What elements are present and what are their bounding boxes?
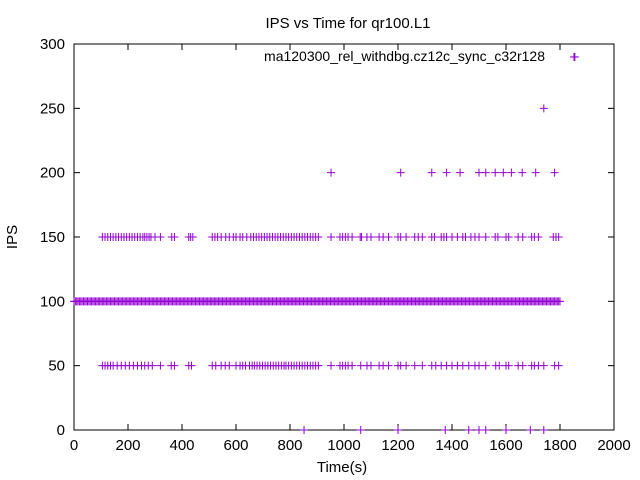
data-point xyxy=(314,361,323,370)
data-point xyxy=(570,52,579,61)
y-tick-label: 250 xyxy=(40,100,65,117)
data-point xyxy=(356,426,365,434)
x-axis: 0 200 400 600 800 1000 1200 1400 1600 1800 2000 xyxy=(70,44,631,454)
data-point xyxy=(170,233,179,241)
data-point xyxy=(300,426,309,434)
data-point xyxy=(539,361,548,370)
data-point xyxy=(495,361,504,370)
data-point xyxy=(518,233,527,241)
data-point xyxy=(327,361,336,370)
data-point xyxy=(504,233,513,241)
y-axis-label: IPS xyxy=(4,225,21,249)
data-point xyxy=(554,361,563,370)
data-point xyxy=(539,426,548,434)
legend: ma120300_rel_withdbg.cz12c_sync_c32r128 xyxy=(264,48,578,64)
data-point xyxy=(327,168,336,177)
data-point xyxy=(481,233,490,241)
data-point xyxy=(518,168,527,177)
data-point xyxy=(539,104,548,113)
data-point xyxy=(554,233,563,241)
data-point xyxy=(442,168,451,177)
data-point xyxy=(418,361,427,370)
data-point xyxy=(534,233,543,241)
data-point xyxy=(518,361,527,370)
data-point xyxy=(475,168,483,177)
data-point xyxy=(367,233,375,241)
data-point xyxy=(464,426,473,434)
data-points xyxy=(70,52,579,434)
data-point xyxy=(187,361,196,370)
data-point xyxy=(148,361,157,370)
data-point xyxy=(402,233,411,241)
data-point xyxy=(475,426,483,434)
data-point xyxy=(456,168,465,177)
data-point xyxy=(418,233,427,241)
data-point xyxy=(550,168,559,177)
data-point xyxy=(481,168,490,177)
x-tick-label: 800 xyxy=(277,437,302,454)
x-tick-label: 1200 xyxy=(381,437,414,454)
x-tick-label: 0 xyxy=(70,437,78,454)
data-point xyxy=(556,297,564,306)
y-tick-label: 50 xyxy=(48,358,65,375)
y-tick-label: 200 xyxy=(40,165,65,182)
data-point xyxy=(475,233,483,241)
data-point xyxy=(499,168,508,177)
data-point xyxy=(491,168,500,177)
data-point xyxy=(475,361,483,370)
data-point xyxy=(502,426,510,434)
chart-title: IPS vs Time for qr100.L1 xyxy=(265,15,430,32)
x-tick-label: 1400 xyxy=(435,437,468,454)
data-point xyxy=(314,233,323,241)
data-point xyxy=(367,361,375,370)
data-point xyxy=(384,233,393,241)
data-point xyxy=(531,168,540,177)
data-point xyxy=(348,361,357,370)
data-point xyxy=(225,361,234,370)
data-point xyxy=(327,233,336,241)
y-tick-label: 150 xyxy=(40,229,65,246)
y-tick-label: 100 xyxy=(40,293,65,310)
data-point xyxy=(156,361,165,370)
data-point xyxy=(504,361,513,370)
data-point xyxy=(348,233,357,241)
data-point xyxy=(481,361,490,370)
data-point xyxy=(394,426,402,434)
data-point xyxy=(170,361,179,370)
legend-label: ma120300_rel_withdbg.cz12c_sync_c32r128 xyxy=(264,48,545,64)
data-point xyxy=(507,168,516,177)
data-point xyxy=(427,168,436,177)
data-point xyxy=(493,233,502,241)
y-axis: 0 50 100 150 200 250 300 xyxy=(40,36,614,439)
x-axis-label: Time(s) xyxy=(317,459,367,476)
data-point xyxy=(430,233,439,241)
x-tick-label: 1600 xyxy=(489,437,522,454)
x-tick-label: 1800 xyxy=(543,437,576,454)
x-tick-label: 600 xyxy=(223,437,248,454)
y-tick-label: 0 xyxy=(57,422,65,439)
y-tick-label: 300 xyxy=(40,36,65,53)
data-point xyxy=(156,233,165,241)
data-point xyxy=(410,361,419,370)
x-tick-label: 200 xyxy=(115,437,140,454)
x-tick-label: 2000 xyxy=(597,437,630,454)
x-tick-label: 400 xyxy=(169,437,194,454)
data-point xyxy=(481,426,490,434)
data-point xyxy=(402,361,411,370)
data-point xyxy=(188,233,197,241)
data-point xyxy=(526,426,535,434)
data-point xyxy=(396,168,405,177)
data-point xyxy=(384,361,393,370)
data-point xyxy=(441,426,450,434)
x-tick-label: 1000 xyxy=(327,437,360,454)
